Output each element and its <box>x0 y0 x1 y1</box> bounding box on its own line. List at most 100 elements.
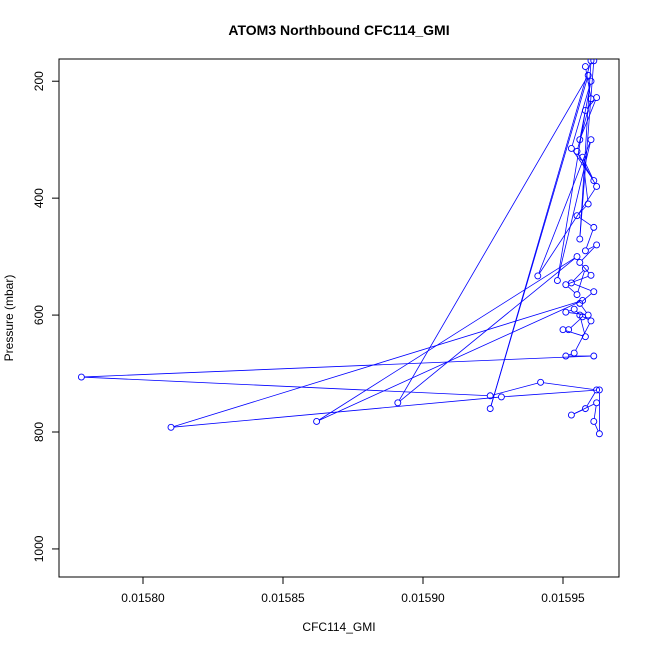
data-point <box>570 349 578 357</box>
data-point <box>590 59 598 65</box>
data-point <box>590 288 598 296</box>
series-segment <box>582 160 589 202</box>
data-point <box>486 405 494 413</box>
data-point <box>559 326 567 334</box>
x-axis-label: CFC114_GMI <box>302 620 375 634</box>
data-point <box>587 317 595 325</box>
series-segment <box>570 318 581 328</box>
data-point <box>486 392 494 400</box>
data-point <box>595 430 603 438</box>
data-point <box>534 272 542 280</box>
series-segment <box>504 389 597 398</box>
data-point <box>590 418 598 425</box>
data-point <box>584 200 592 208</box>
series-segment <box>579 63 594 237</box>
data-point <box>567 411 575 419</box>
x-axis: 0.01580 0.01585 0.01590 0.01595 <box>121 577 585 605</box>
data-point <box>567 145 575 152</box>
data-point <box>579 297 587 304</box>
series-segment <box>557 142 591 278</box>
data-point <box>394 399 402 407</box>
y-tick-label: 600 <box>32 305 46 325</box>
data-point <box>573 291 581 299</box>
data-point <box>576 259 584 266</box>
data-point <box>593 183 601 190</box>
series-segment <box>580 100 596 138</box>
x-tick-label: 0.01595 <box>541 591 585 605</box>
data-point <box>573 212 581 220</box>
data-point <box>593 386 601 394</box>
data-point <box>313 418 321 425</box>
series-segment <box>574 283 592 291</box>
series-segment <box>580 317 586 334</box>
series-segment <box>565 330 583 337</box>
plot-frame <box>58 58 620 578</box>
y-tick-label: 200 <box>32 71 46 91</box>
y-axis-label: Pressure (mbar) <box>2 275 16 362</box>
data-point <box>567 279 575 287</box>
data-point <box>593 241 601 249</box>
data-point <box>581 63 589 71</box>
data-point <box>581 264 589 272</box>
series-segment <box>557 113 586 278</box>
data-point <box>579 153 587 161</box>
series-segment <box>538 142 591 274</box>
data-point <box>570 305 578 313</box>
series-segment <box>490 63 591 406</box>
series-segment <box>318 257 575 421</box>
x-tick-label: 0.01580 <box>121 591 165 605</box>
data-point <box>77 373 85 381</box>
series-points <box>77 59 603 438</box>
series-segment <box>587 245 595 250</box>
data-point <box>593 94 601 102</box>
series-segment <box>586 392 596 407</box>
data-point <box>581 333 589 341</box>
data-point <box>587 59 595 65</box>
series-segment <box>567 286 576 293</box>
series-segment <box>568 275 589 285</box>
data-point <box>167 423 175 431</box>
series-segment <box>173 300 580 427</box>
series-segment <box>579 63 592 237</box>
series-segment <box>587 99 595 109</box>
plot-area <box>77 59 603 438</box>
series-segment <box>581 246 595 261</box>
data-point <box>593 399 601 407</box>
series-segment <box>572 150 593 179</box>
series-segment <box>399 258 575 402</box>
series-segment <box>568 309 572 312</box>
series-segment <box>573 403 595 415</box>
series-segment <box>543 382 594 390</box>
series-segment <box>578 205 587 214</box>
data-point <box>537 378 545 386</box>
data-point <box>553 277 561 285</box>
series-lines <box>84 63 600 432</box>
data-point <box>590 223 598 231</box>
x-tick-label: 0.01585 <box>261 591 305 605</box>
data-point <box>573 253 581 261</box>
y-tick-label: 400 <box>32 188 46 208</box>
series-segment <box>586 230 594 249</box>
series-segment <box>568 353 572 356</box>
series-segment <box>581 305 587 313</box>
series-segment <box>593 405 597 419</box>
data-point <box>584 71 592 79</box>
data-point <box>587 271 595 279</box>
series-segment <box>573 270 584 282</box>
series-segment <box>84 355 591 378</box>
x-tick-label: 0.01590 <box>401 591 445 605</box>
series-segment <box>578 153 596 185</box>
series-segment <box>576 310 581 316</box>
data-point <box>581 405 589 413</box>
series-segment <box>398 77 588 401</box>
data-point <box>576 136 584 144</box>
data-point <box>576 311 584 319</box>
series-segment <box>84 376 488 397</box>
series-segment <box>577 271 585 292</box>
data-point <box>497 393 505 401</box>
data-point <box>587 77 595 85</box>
data-point <box>587 136 595 144</box>
series-segment <box>571 83 591 146</box>
